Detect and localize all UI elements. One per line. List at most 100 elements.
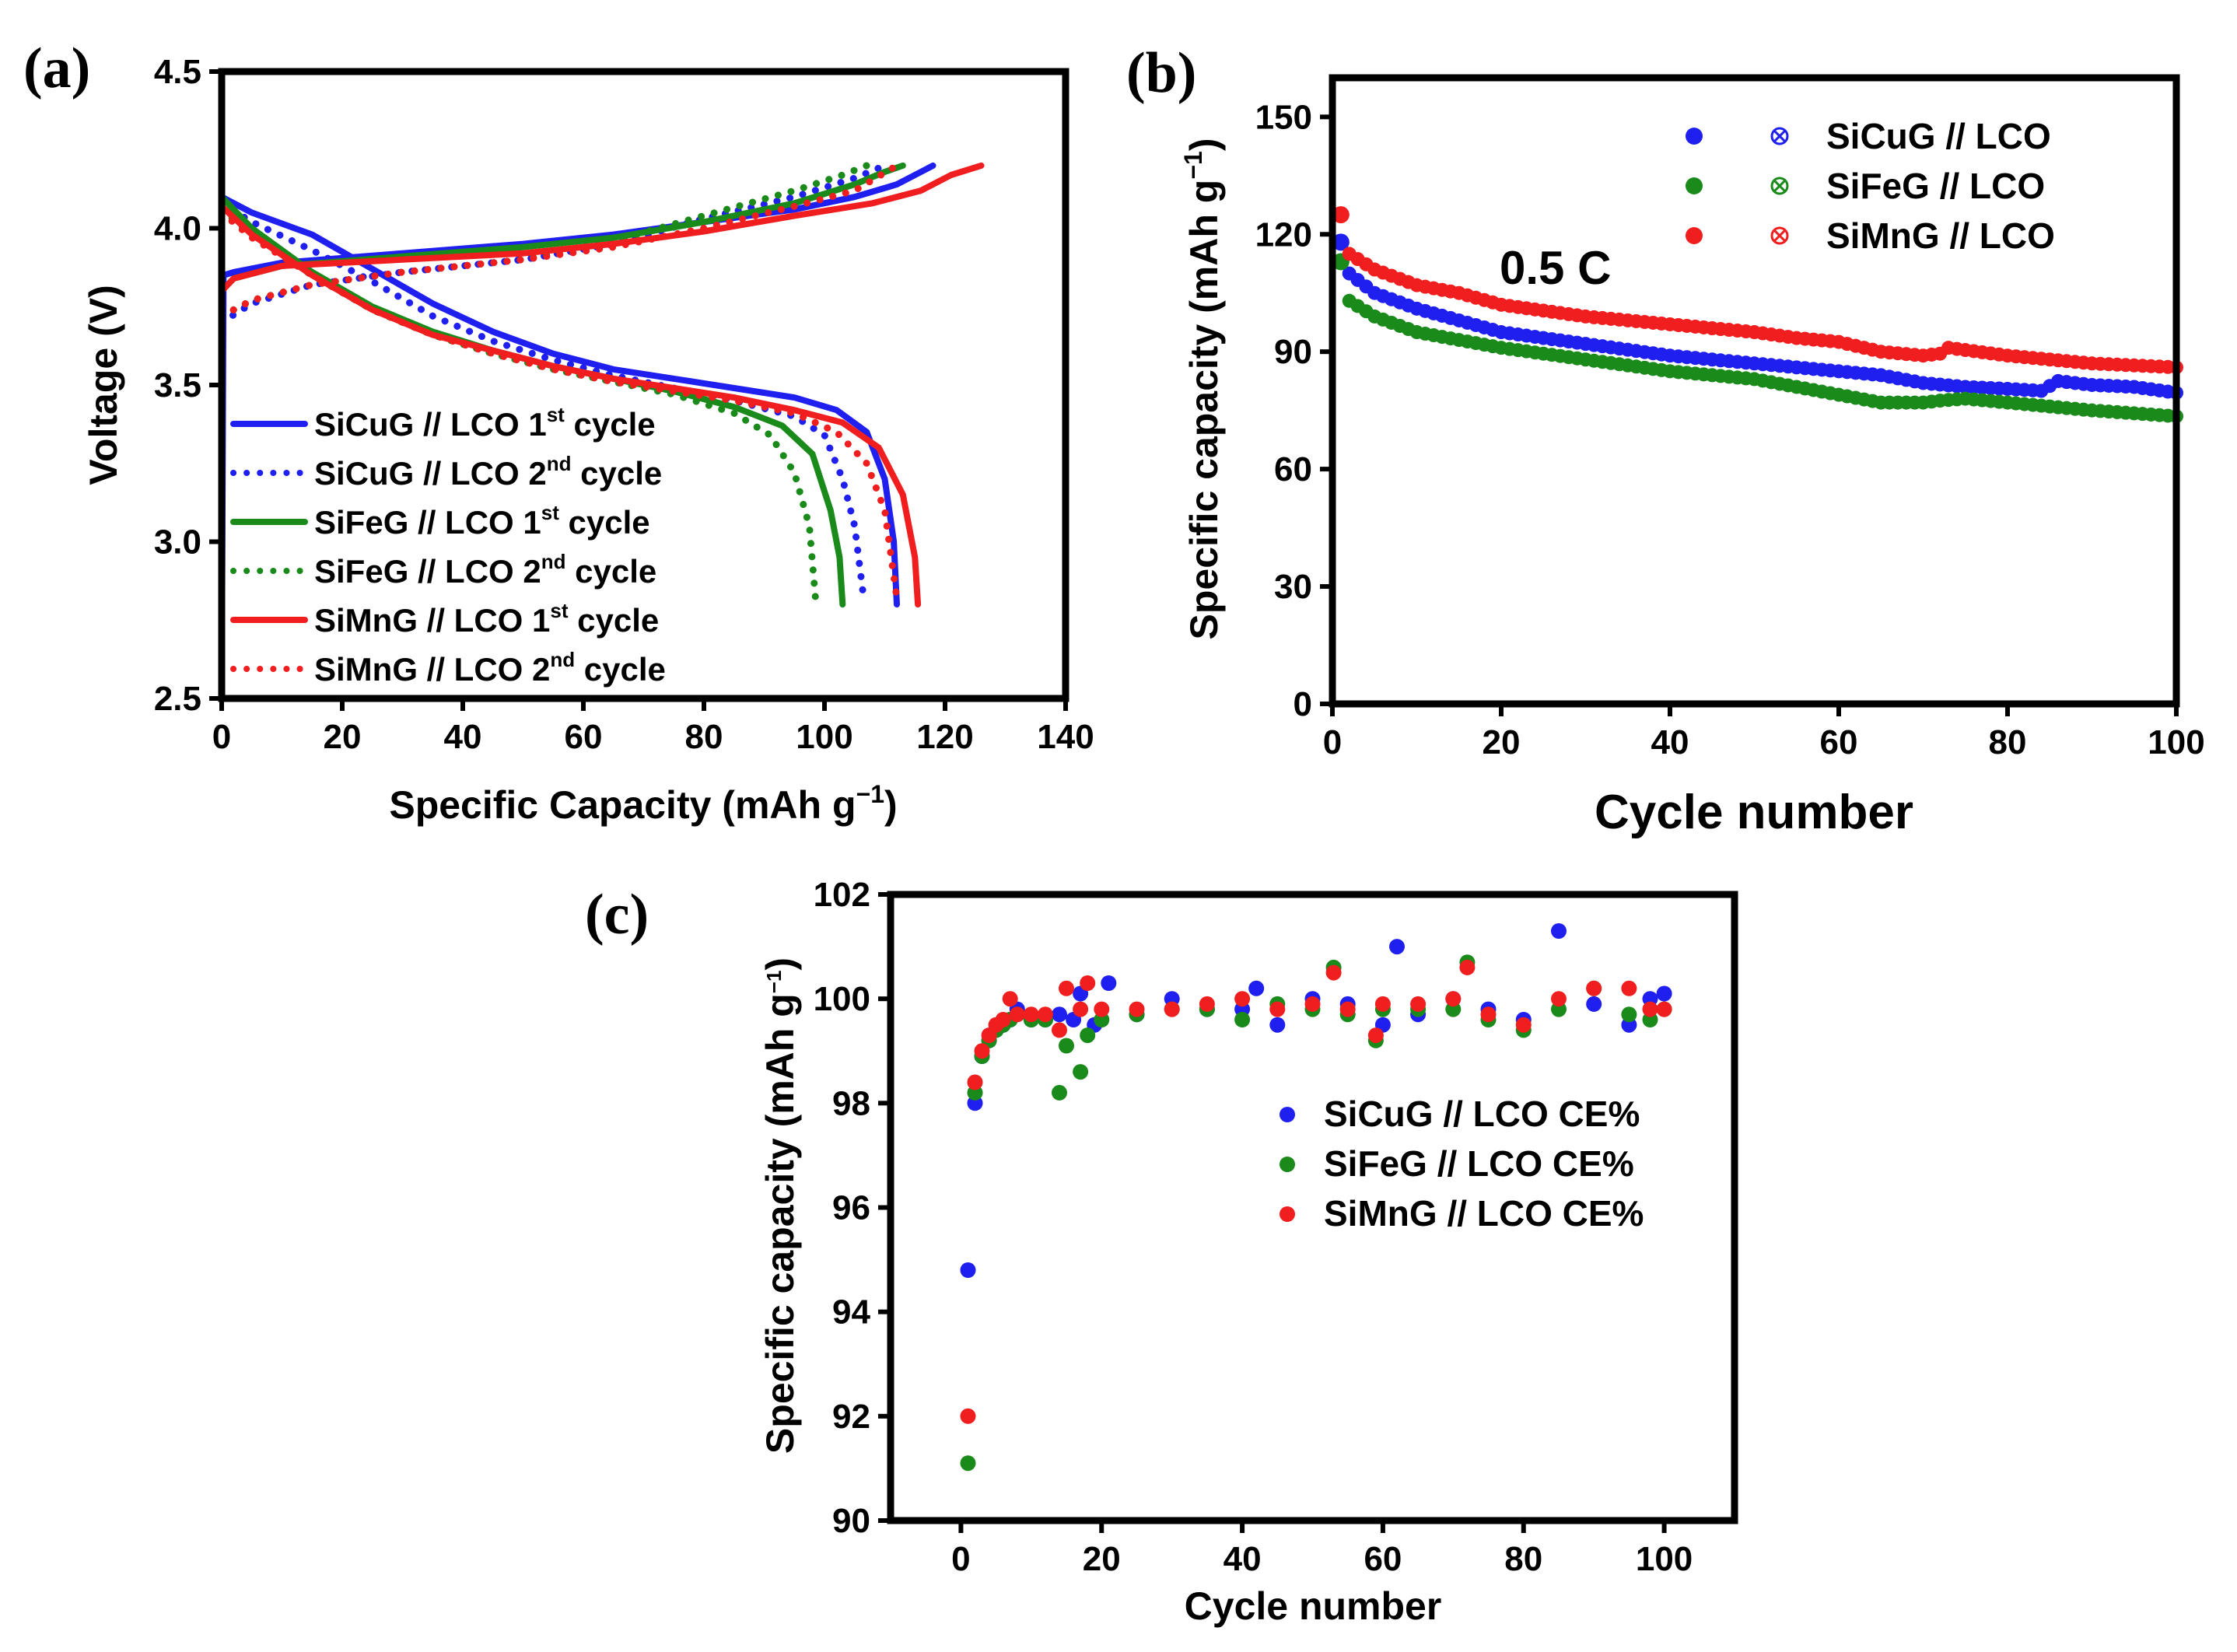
panel-a-plot-frame	[218, 68, 1069, 702]
data-point	[1073, 1064, 1089, 1080]
panel-c-xtick-label: 20	[1083, 1540, 1121, 1578]
legend-marker-open	[1770, 177, 1789, 195]
data-point	[1332, 206, 1350, 224]
data-point	[1052, 1006, 1067, 1023]
data-point	[1551, 923, 1567, 939]
data-point	[1164, 1001, 1180, 1017]
legend-marker-open	[1770, 127, 1789, 145]
data-point	[1129, 1001, 1145, 1017]
panel-b-xtick-label: 0	[1323, 723, 1342, 761]
panel-c-legend: SiCuG // LCO CE% SiFeG // LCO CE% SiMnG //…	[1280, 1094, 1644, 1234]
series-line	[218, 162, 901, 320]
legend-label: SiFeG // LCO 1st cycle	[314, 501, 650, 541]
legend-label: SiMnG // LCO CE%	[1324, 1193, 1644, 1234]
panel-c-ytick-label: 92	[832, 1398, 870, 1436]
panel-a-xtick-label: 20	[324, 718, 362, 756]
panel-b-ytick-label: 90	[1274, 333, 1312, 371]
data-point	[1325, 964, 1342, 981]
data-point	[1199, 996, 1215, 1012]
data-point	[1374, 996, 1391, 1012]
panel-c-letter: (c)	[585, 883, 649, 947]
legend-label-sup: nd	[547, 452, 572, 475]
data-point	[1515, 1017, 1532, 1033]
data-point	[1480, 1006, 1497, 1023]
legend-label-sup: nd	[541, 550, 566, 573]
legend-label-name: SiCuG // LCO 2	[314, 455, 547, 492]
panel-b-rate-annotation: 0.5 C	[1500, 242, 1611, 294]
panel-b-plot-frame	[1329, 74, 2180, 708]
panel-a-ytick-label: 3.5	[154, 366, 201, 404]
panel-b-xtick-label: 40	[1651, 723, 1689, 761]
legend-label: SiFeG // LCO	[1826, 166, 2045, 206]
panel-b-ytick-label: 0	[1294, 685, 1312, 723]
data-point	[1367, 1027, 1384, 1044]
data-point	[960, 1408, 976, 1424]
panel-b-xtick-label: 20	[1483, 723, 1521, 761]
panel-a-ylabel: Voltage (V)	[82, 285, 125, 485]
legend-label: SiCuG // LCO 1st cycle	[314, 403, 656, 443]
data-point	[1656, 985, 1672, 1002]
panel-a-xtick-label: 100	[796, 718, 852, 756]
data-point	[1052, 1084, 1067, 1101]
panel-a-letter: (a)	[23, 37, 90, 100]
panel-a-xtick-label: 80	[685, 718, 723, 756]
series-line	[219, 194, 900, 608]
data-point	[1059, 980, 1074, 996]
panel-c-ytick-label: 94	[832, 1293, 870, 1332]
panel-b-legend: SiCuG // LCO SiFeG // LCO SiMnG // LCO	[1686, 116, 2055, 256]
data-point	[1080, 975, 1096, 991]
panel-a-ticks: 0 20 40 60 80 100 120 140 2.5 3.0 3.5 4.0 4.5	[154, 53, 1094, 756]
data-point	[1642, 1001, 1658, 1017]
data-point	[1586, 996, 1602, 1012]
data-point	[995, 1012, 1011, 1027]
legend-marker-cross	[1773, 129, 1787, 143]
panel-b: (b) 0 20 40 60 80 100 0 30 60 90 120 150 0.5 C SiCu…	[1126, 41, 2205, 839]
legend-marker-open	[1770, 226, 1789, 245]
panel-b-ytick-label: 30	[1274, 568, 1312, 606]
data-point	[1551, 991, 1567, 1007]
legend-label: SiFeG // LCO CE%	[1324, 1143, 1634, 1184]
data-point	[1009, 1006, 1025, 1023]
panel-a-ytick-label: 3.0	[154, 523, 201, 562]
legend-label-sup: nd	[550, 648, 575, 671]
panel-c-ytick-label: 102	[814, 876, 870, 914]
data-point	[1002, 991, 1018, 1007]
panel-a-xtick-label: 60	[565, 718, 603, 756]
data-point	[1234, 991, 1251, 1007]
panel-a-xtick-label: 120	[916, 718, 973, 756]
panel-a-ytick-label: 4.5	[154, 53, 201, 91]
legend-label: SiMnG // LCO 2nd cycle	[314, 648, 666, 688]
legend-label-suffix: cycle	[571, 455, 662, 492]
panel-a-xtick-label: 0	[212, 718, 231, 756]
panel-b-xtick-label: 60	[1820, 723, 1858, 761]
legend-label-suffix: cycle	[568, 602, 659, 639]
series-line	[219, 162, 985, 295]
legend-label: SiFeG // LCO 2nd cycle	[314, 550, 656, 590]
legend-label-sup: st	[547, 403, 565, 426]
legend-marker-cross	[1773, 179, 1787, 193]
panel-c-ticks: 0 20 40 60 80 100 90 92 94 96 98 100 102	[814, 876, 1693, 1578]
panel-c-xtick-label: 80	[1504, 1540, 1542, 1578]
data-point	[1080, 1027, 1096, 1044]
legend-label-name: SiFeG // LCO 2	[314, 553, 541, 590]
data-point	[1445, 991, 1462, 1007]
panel-c-xtick-label: 100	[1636, 1540, 1693, 1578]
data-point	[974, 1043, 990, 1059]
panel-b-xtick-label: 100	[2148, 723, 2204, 761]
legend-label-name: SiMnG // LCO 2	[314, 651, 550, 688]
data-point	[1234, 1012, 1251, 1027]
panel-c-ytick-label: 98	[832, 1084, 870, 1122]
data-point	[1052, 1022, 1067, 1038]
panel-b-series-group	[1332, 206, 2183, 424]
legend-label-sup: st	[550, 599, 568, 622]
panel-a-ytick-label: 2.5	[154, 680, 201, 718]
data-point	[1073, 1001, 1089, 1017]
panel-b-ticks: 0 20 40 60 80 100 0 30 60 90 120 150	[1255, 98, 2205, 761]
legend-label-name: SiCuG // LCO 1	[314, 406, 547, 443]
data-point	[1101, 975, 1117, 991]
panel-c-xtick-label: 60	[1364, 1540, 1402, 1578]
data-point	[1586, 980, 1602, 996]
legend-label-sup: st	[541, 501, 559, 524]
legend-marker-cross	[1773, 229, 1787, 243]
